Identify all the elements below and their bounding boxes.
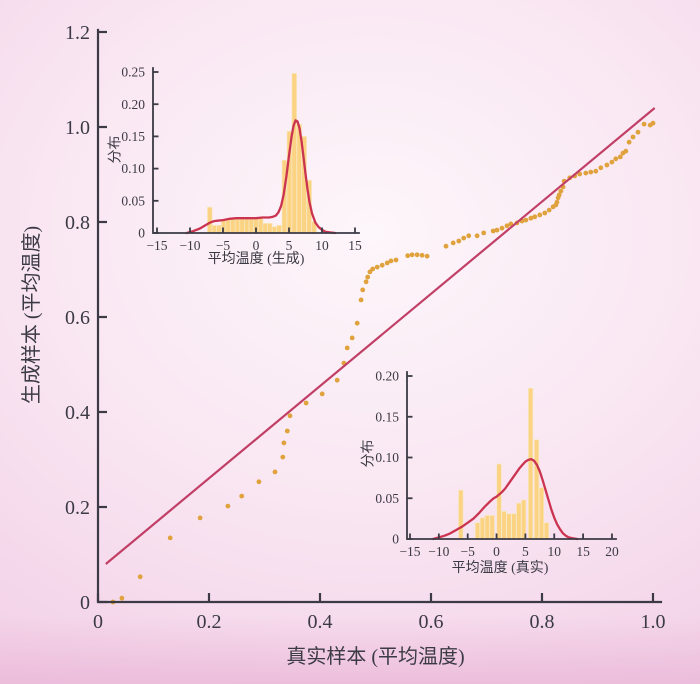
svg-text:0.8: 0.8 [65, 212, 90, 234]
svg-text:0.2: 0.2 [65, 497, 90, 519]
svg-text:0.05: 0.05 [121, 193, 145, 208]
inset-generated-y-axis-label: 分布 [108, 135, 124, 164]
svg-text:5: 5 [286, 238, 293, 253]
svg-text:−5: −5 [216, 238, 231, 253]
svg-text:20: 20 [605, 544, 619, 559]
svg-text:0.10: 0.10 [375, 450, 399, 465]
svg-text:−10: −10 [428, 544, 449, 559]
svg-text:0: 0 [80, 592, 90, 614]
svg-text:10: 10 [548, 544, 562, 559]
inset-generated-x-axis-label: 平均温度 (生成) [207, 252, 305, 267]
svg-text:0.4: 0.4 [65, 402, 90, 424]
svg-text:0.25: 0.25 [121, 65, 145, 80]
svg-text:−15: −15 [399, 544, 420, 559]
svg-text:0: 0 [138, 226, 145, 241]
inset-real-x-axis-label: 平均温度 (真实) [451, 561, 549, 576]
svg-text:15: 15 [348, 238, 362, 253]
svg-text:15: 15 [576, 544, 590, 559]
inset-real-distribution: −15 −10 −5 0 5 10 15 20 0 0.05 0.10 0.15 0.20 [375, 369, 619, 559]
svg-text:10: 10 [315, 238, 329, 253]
svg-text:0: 0 [392, 532, 399, 547]
main-y-axis-label: 生成样本 (平均温度) [21, 225, 43, 405]
main-qq-plot: 0 0.2 0.4 0.6 0.8 1.0 0 0.2 0.4 0.6 0.8 1.0 1.2 [65, 22, 666, 633]
svg-text:0.20: 0.20 [121, 97, 145, 112]
svg-text:−5: −5 [461, 544, 476, 559]
svg-text:1.0: 1.0 [641, 611, 666, 633]
svg-text:0: 0 [493, 544, 500, 559]
inset-real-y-axis-label: 分布 [361, 439, 377, 468]
svg-text:1.2: 1.2 [65, 22, 90, 44]
inset-generated-distribution: −15 −10 −5 0 5 10 15 0 0.05 0.10 0.15 0.20 0.25 [121, 65, 362, 253]
svg-text:0.6: 0.6 [419, 611, 444, 633]
svg-text:0.2: 0.2 [197, 611, 222, 633]
svg-text:5: 5 [522, 544, 529, 559]
svg-text:−15: −15 [146, 238, 167, 253]
svg-text:0: 0 [93, 611, 103, 633]
main-x-axis-label: 真实样本 (平均温度) [286, 646, 465, 668]
svg-text:0.10: 0.10 [121, 161, 145, 176]
svg-text:0.05: 0.05 [375, 491, 399, 506]
svg-text:1.0: 1.0 [65, 117, 90, 139]
svg-text:−10: −10 [179, 238, 200, 253]
svg-text:0.15: 0.15 [121, 129, 145, 144]
svg-text:0: 0 [253, 238, 260, 253]
svg-text:0.15: 0.15 [375, 409, 399, 424]
svg-text:0.20: 0.20 [375, 369, 399, 384]
svg-text:0.8: 0.8 [530, 611, 555, 633]
svg-text:0.4: 0.4 [308, 611, 333, 633]
svg-text:0.6: 0.6 [65, 307, 90, 329]
